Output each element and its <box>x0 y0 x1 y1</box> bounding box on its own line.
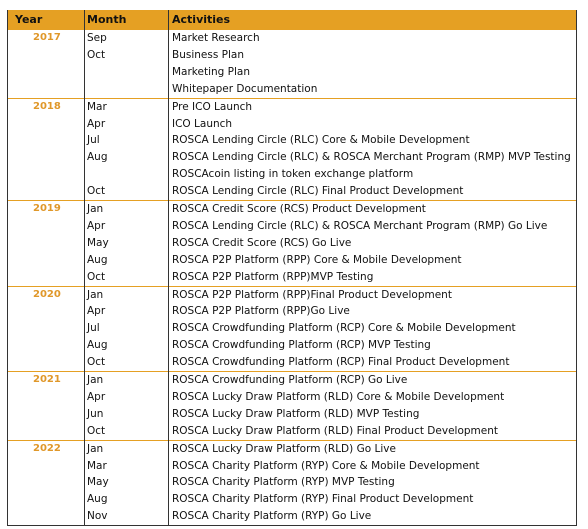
column-border <box>7 10 8 526</box>
group-divider <box>7 29 577 30</box>
activity-cell: Market Research <box>172 32 260 44</box>
group-divider <box>7 285 577 287</box>
activity-cell: ROSCA Lucky Draw Platform (RLD) Final Pr… <box>172 424 498 437</box>
activity-cell: ROSCA Lending Circle (RLC) & ROSCA Merch… <box>172 151 571 164</box>
column-border <box>576 10 577 526</box>
activity-cell: ROSCA Crowdfunding Platform (RCP) Go Liv… <box>172 374 408 386</box>
activity-cell: ROSCA Lucky Draw Platform (RLD) Go Live <box>172 442 396 455</box>
activity-cell: ROSCA Charity Platform (RYP) Core & Mobi… <box>172 459 480 472</box>
group-divider <box>7 200 577 201</box>
month-cell: Jan <box>87 203 104 215</box>
activity-cell: Whitepaper Documentation <box>172 82 318 95</box>
month-cell: Jul <box>87 134 100 147</box>
activity-cell: ROSCA Lending Circle (RLC) & ROSCA Merch… <box>172 219 548 232</box>
activity-cell: ROSCA Crowdfunding Platform (RCP) Core &… <box>172 322 516 335</box>
activity-cell: ROSCA Credit Score (RCS) Product Develop… <box>172 203 426 215</box>
month-cell: Jan <box>87 374 104 386</box>
year-cell: 2022 <box>33 442 61 454</box>
group-divider <box>7 97 577 99</box>
month-cell: Apr <box>87 390 106 403</box>
month-cell: Aug <box>87 339 108 352</box>
year-cell: 2020 <box>33 288 61 300</box>
year-cell: 2021 <box>33 374 61 385</box>
activity-cell: ROSCA Crowdfunding Platform (RCP) MVP Te… <box>172 339 431 352</box>
month-cell: Oct <box>87 48 106 61</box>
activity-cell: ROSCA Lucky Draw Platform (RLD) Core & M… <box>172 390 505 403</box>
header-cell: Activities <box>172 13 231 26</box>
activity-cell: ROSCA Lending Circle (RLC) Core & Mobile… <box>172 134 470 147</box>
activity-cell: ICO Launch <box>172 117 233 130</box>
group-divider <box>7 439 577 441</box>
activity-cell: ROSCA Crowdfunding Platform (RCP) Final … <box>172 356 510 369</box>
month-cell: Jun <box>87 407 104 420</box>
year-cell: 2017 <box>33 32 61 43</box>
month-cell: May <box>87 236 109 249</box>
activity-cell: ROSCA Lucky Draw Platform (RLD) MVP Test… <box>172 407 420 420</box>
activity-cell: ROSCA P2P Platform (RPP)MVP Testing <box>172 270 374 283</box>
month-cell: Jul <box>87 322 100 335</box>
column-border <box>84 10 85 526</box>
activity-cell: ROSCA P2P Platform (RPP) Core & Mobile D… <box>172 253 462 266</box>
month-cell: Apr <box>87 219 106 232</box>
month-cell: Mar <box>87 459 107 472</box>
activity-cell: ROSCA Charity Platform (RYP) MVP Testing <box>172 476 395 489</box>
header-row <box>7 10 577 29</box>
activity-cell: ROSCA P2P Platform (RPP)Go Live <box>172 305 350 318</box>
year-cell: 2019 <box>33 203 61 214</box>
header-cell: Year <box>15 13 43 26</box>
activity-cell: ROSCA Credit Score (RCS) Go Live <box>172 236 352 249</box>
activity-cell: Marketing Plan <box>172 65 251 78</box>
month-cell: Apr <box>87 117 106 130</box>
year-cell: 2018 <box>33 100 61 112</box>
month-cell: Aug <box>87 151 108 164</box>
month-cell: Oct <box>87 270 106 283</box>
month-cell: May <box>87 476 109 489</box>
month-cell: Nov <box>87 510 108 523</box>
month-cell: Aug <box>87 253 108 266</box>
month-cell: Oct <box>87 185 106 198</box>
activity-cell: ROSCA Charity Platform (RYP) Go Live <box>172 510 372 523</box>
activity-cell: Pre ICO Launch <box>172 100 253 113</box>
month-cell: Oct <box>87 356 106 369</box>
header-cell: Month <box>87 13 127 26</box>
month-cell: Sep <box>87 32 107 44</box>
month-cell: Jan <box>87 442 104 455</box>
month-cell: Jan <box>87 288 104 301</box>
month-cell: Aug <box>87 493 108 506</box>
activity-cell: ROSCA Charity Platform (RYP) Final Produ… <box>172 493 474 506</box>
activity-cell: ROSCA Lending Circle (RLC) Final Product… <box>172 185 464 198</box>
month-cell: Mar <box>87 100 107 113</box>
group-divider <box>7 371 577 372</box>
month-cell: Apr <box>87 305 106 318</box>
activity-cell: ROSCA P2P Platform (RPP)Final Product De… <box>172 288 452 301</box>
month-cell: Oct <box>87 424 106 437</box>
activity-cell: Business Plan <box>172 48 244 61</box>
column-border <box>168 10 169 526</box>
activity-cell: ROSCAcoin listing in token exchange plat… <box>172 168 414 181</box>
table-bottom <box>7 525 577 527</box>
